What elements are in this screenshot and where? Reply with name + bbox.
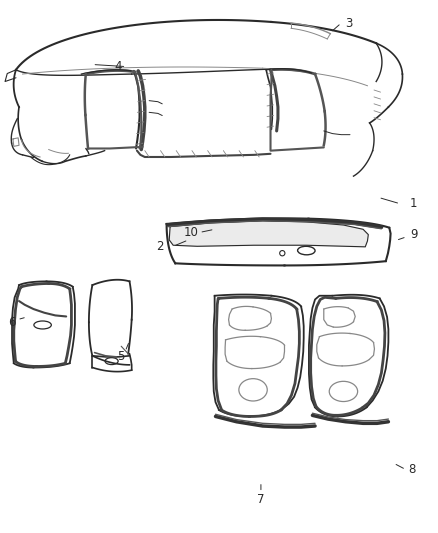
Text: 4: 4 bbox=[114, 60, 121, 73]
Text: 10: 10 bbox=[184, 226, 199, 239]
Text: 1: 1 bbox=[410, 197, 417, 211]
Polygon shape bbox=[169, 221, 368, 247]
Text: 9: 9 bbox=[410, 228, 417, 241]
Text: 3: 3 bbox=[346, 17, 353, 29]
Text: 5: 5 bbox=[117, 350, 124, 364]
Text: 7: 7 bbox=[257, 493, 265, 506]
Text: 8: 8 bbox=[408, 463, 416, 476]
Text: 6: 6 bbox=[8, 316, 15, 329]
Text: 2: 2 bbox=[156, 240, 164, 253]
